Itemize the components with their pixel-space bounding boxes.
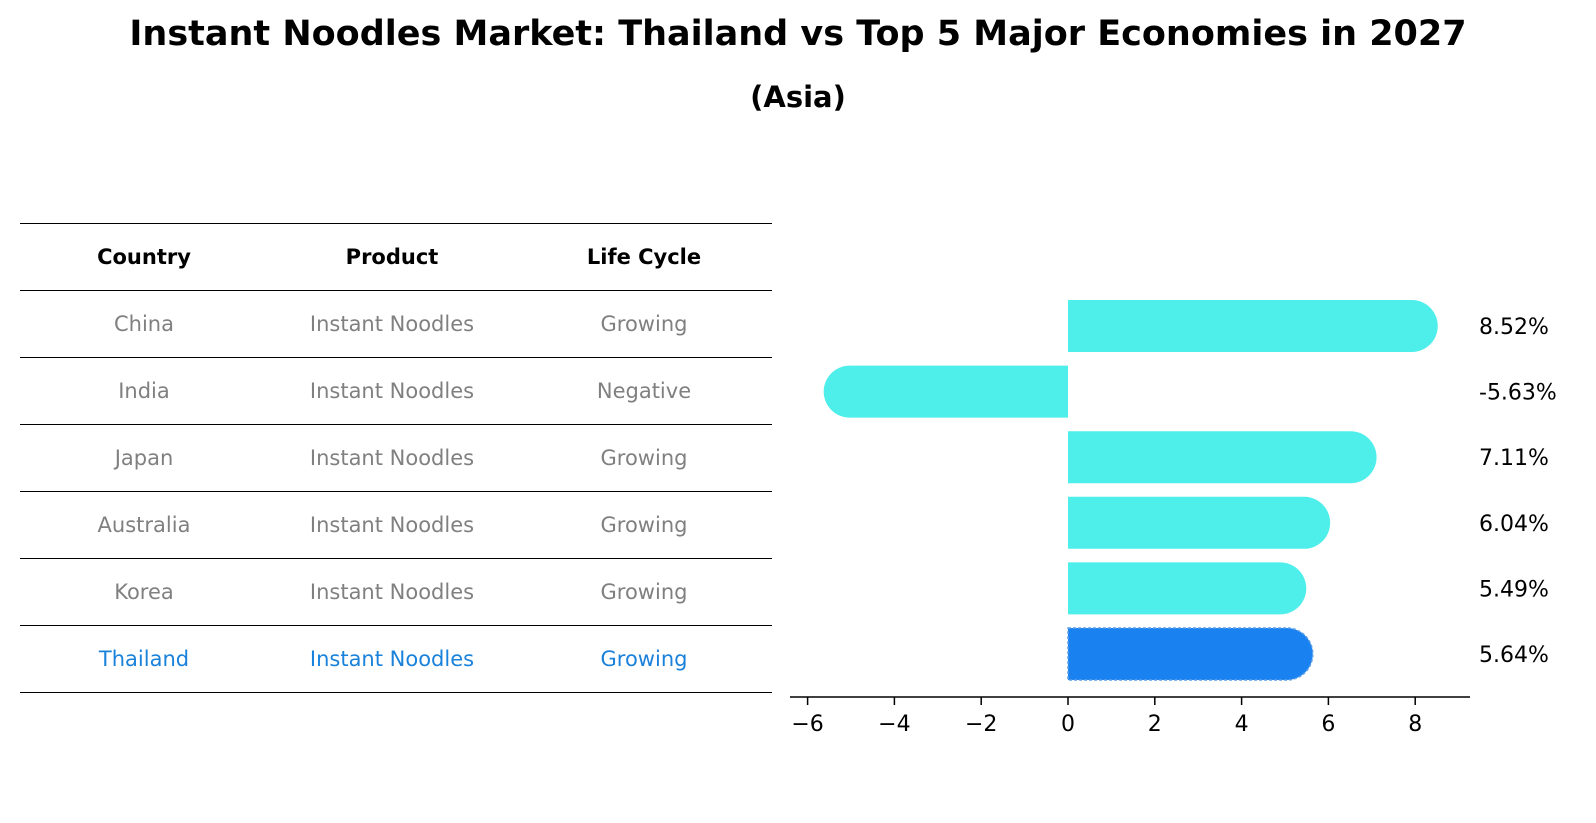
cell-life-cycle: Growing	[516, 424, 772, 492]
bar-australia	[1068, 496, 1331, 549]
cell-product: Instant Noodles	[268, 290, 516, 358]
table-row: Australia Instant Noodles Growing	[20, 491, 772, 559]
cell-country: Japan	[20, 424, 268, 492]
data-label: 6.04%	[1479, 512, 1549, 537]
cell-life-cycle: Growing	[516, 558, 772, 626]
x-tick-label: 0	[1061, 712, 1075, 737]
table-row: China Instant Noodles Growing	[20, 290, 772, 358]
header-life-cycle: Life Cycle	[516, 223, 772, 291]
cell-life-cycle: Negative	[516, 357, 772, 425]
bar-japan	[1068, 431, 1377, 484]
bar-korea	[1068, 562, 1307, 615]
data-table: Country Product Life Cycle China Instant…	[20, 223, 772, 693]
cell-product: Instant Noodles	[268, 625, 516, 693]
cell-product: Instant Noodles	[268, 558, 516, 626]
cell-life-cycle: Growing	[516, 290, 772, 358]
header-country: Country	[20, 223, 268, 291]
cell-country: Thailand	[20, 625, 268, 693]
cell-life-cycle: Growing	[516, 625, 772, 693]
table-row-highlight: Thailand Instant Noodles Growing	[20, 625, 772, 693]
header-product: Product	[268, 223, 516, 291]
cell-life-cycle: Growing	[516, 491, 772, 559]
cell-product: Instant Noodles	[268, 357, 516, 425]
x-tick-label: 6	[1321, 712, 1335, 737]
x-tick-label: 4	[1235, 712, 1249, 737]
x-tick-label: 8	[1408, 712, 1422, 737]
bar-india	[823, 365, 1068, 418]
bar-thailand	[1067, 627, 1314, 681]
cell-product: Instant Noodles	[268, 491, 516, 559]
cell-country: China	[20, 290, 268, 358]
bar-china	[1068, 300, 1438, 352]
table-row: Japan Instant Noodles Growing	[20, 424, 772, 492]
x-tick-label: −6	[791, 712, 823, 737]
x-tick-label: −4	[878, 712, 910, 737]
table-row: India Instant Noodles Negative	[20, 357, 772, 425]
chart-title: Instant Noodles Market: Thailand vs Top …	[129, 14, 1467, 54]
cell-country: Australia	[20, 491, 268, 559]
data-label: 7.11%	[1479, 446, 1549, 471]
cell-country: Korea	[20, 558, 268, 626]
cell-country: India	[20, 357, 268, 425]
chart-subtitle: (Asia)	[750, 80, 846, 114]
data-label: 5.49%	[1479, 577, 1549, 602]
table-row: Korea Instant Noodles Growing	[20, 558, 772, 626]
x-tick-label: 2	[1148, 712, 1162, 737]
data-label: -5.63%	[1479, 381, 1557, 406]
data-label: 5.64%	[1479, 643, 1549, 668]
x-tick-label: −2	[965, 712, 997, 737]
cell-product: Instant Noodles	[268, 424, 516, 492]
table-header-row: Country Product Life Cycle	[20, 223, 772, 291]
data-label: 8.52%	[1479, 315, 1549, 340]
